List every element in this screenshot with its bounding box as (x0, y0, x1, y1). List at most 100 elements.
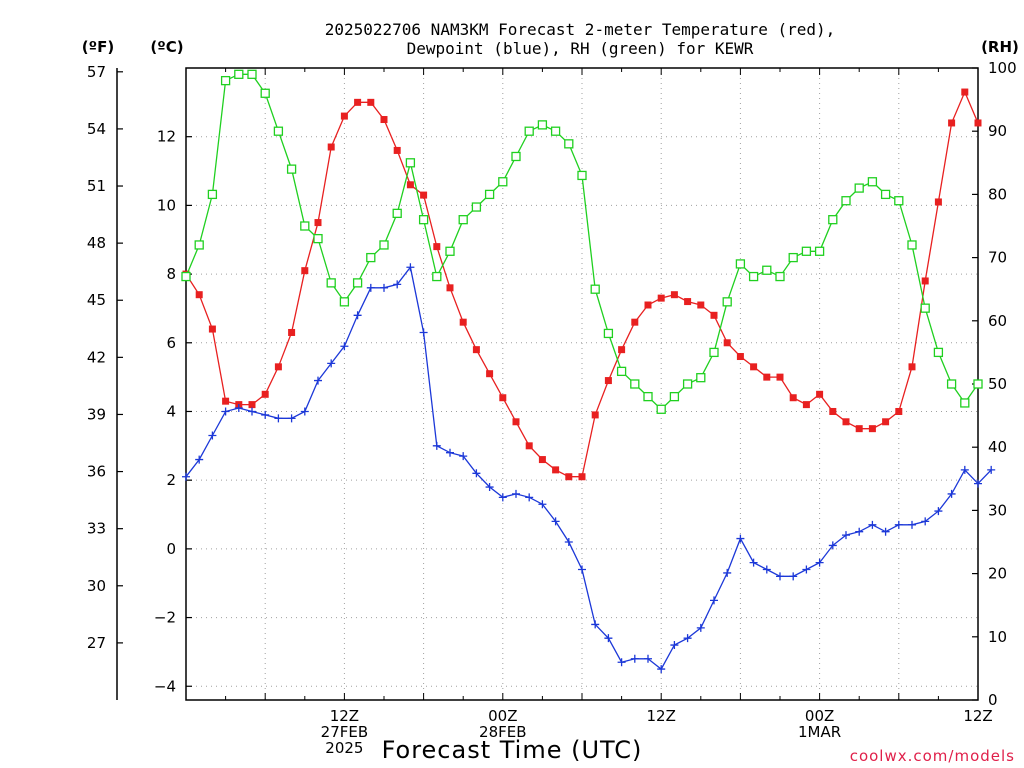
data-point (842, 531, 850, 540)
data-point (261, 390, 269, 398)
axes (116, 67, 979, 701)
data-point (696, 373, 706, 383)
data-point (908, 520, 916, 529)
fahrenheit-tick-label: 54 (87, 120, 106, 138)
data-point (750, 363, 758, 371)
data-point (828, 215, 838, 225)
data-point (802, 401, 810, 409)
time-tick-label: 00Z (805, 707, 834, 725)
data-point (657, 665, 666, 674)
data-point (669, 391, 680, 402)
series-line-rh (185, 73, 979, 411)
data-point (591, 620, 600, 629)
data-point (326, 278, 336, 288)
data-point (274, 414, 283, 423)
rh-tick-label: 80 (988, 185, 1007, 203)
celsius-tick-label: −2 (154, 609, 176, 627)
data-point (709, 347, 719, 358)
series-line-dewpoint (185, 265, 992, 671)
data-point (946, 379, 957, 389)
data-point (300, 407, 309, 416)
data-point (961, 88, 969, 96)
data-point (736, 353, 744, 361)
celsius-axis-unit: (ºC) (150, 38, 183, 56)
data-point (222, 397, 230, 405)
rh-tick-label: 50 (988, 375, 1007, 393)
data-series (181, 69, 996, 674)
data-point (814, 246, 825, 256)
data-point (221, 407, 230, 416)
time-tick-label: 12Z (647, 707, 676, 725)
data-point (696, 623, 705, 632)
fahrenheit-tick-label: 39 (87, 405, 106, 423)
data-point (763, 373, 771, 381)
celsius-tick-label: 4 (166, 402, 176, 420)
data-point (776, 373, 784, 381)
data-point (762, 565, 771, 574)
data-point (524, 126, 534, 136)
data-point (525, 442, 533, 450)
data-point (340, 112, 348, 120)
data-point (366, 252, 376, 263)
data-point (776, 572, 784, 581)
data-point (260, 88, 270, 98)
data-point (644, 654, 652, 663)
data-point (868, 425, 876, 433)
data-point (419, 328, 428, 337)
data-point (406, 181, 414, 189)
time-tick-label: 2025 (325, 739, 363, 757)
data-point (446, 448, 454, 457)
data-point (631, 318, 639, 326)
data-point (234, 69, 244, 79)
data-point (248, 407, 256, 416)
data-point (880, 189, 891, 200)
data-point (288, 328, 296, 336)
data-point (484, 189, 495, 200)
data-point (630, 654, 639, 663)
data-point (511, 151, 521, 162)
data-point (208, 325, 216, 333)
data-point (723, 339, 731, 347)
data-point (286, 164, 297, 174)
data-point (815, 558, 824, 567)
data-point (801, 246, 812, 256)
data-point (327, 359, 336, 368)
data-point (748, 271, 759, 282)
data-point (710, 596, 718, 605)
data-point (855, 425, 863, 433)
data-point (353, 311, 362, 320)
data-point (380, 283, 388, 292)
data-point (499, 394, 507, 402)
data-point (855, 527, 864, 536)
data-point (248, 401, 256, 409)
rh-tick-label: 30 (988, 501, 1007, 519)
celsius-tick-label: 0 (166, 540, 176, 558)
data-point (552, 466, 560, 474)
celsius-tick-label: 8 (166, 265, 176, 283)
data-point (710, 311, 718, 319)
data-point (339, 297, 350, 307)
data-point (682, 379, 693, 389)
fahrenheit-tick-label: 33 (87, 520, 106, 538)
grid-lines (186, 68, 978, 700)
data-point (894, 520, 903, 529)
data-point (882, 418, 890, 426)
data-point (498, 177, 508, 187)
data-point (577, 170, 587, 181)
data-point (894, 196, 904, 206)
data-point (550, 126, 561, 136)
fahrenheit-tick-label: 30 (87, 577, 106, 595)
rh-tick-label: 60 (988, 312, 1007, 330)
data-point (802, 565, 811, 574)
data-point (261, 410, 270, 419)
data-point (842, 418, 850, 426)
data-point (525, 493, 534, 502)
fahrenheit-tick-label: 45 (87, 291, 106, 309)
data-point (788, 252, 798, 263)
data-point (405, 158, 416, 168)
data-point (182, 472, 190, 481)
data-point (867, 177, 878, 187)
rh-tick-label: 0 (988, 691, 998, 709)
data-point (789, 572, 798, 581)
data-point (313, 233, 323, 244)
